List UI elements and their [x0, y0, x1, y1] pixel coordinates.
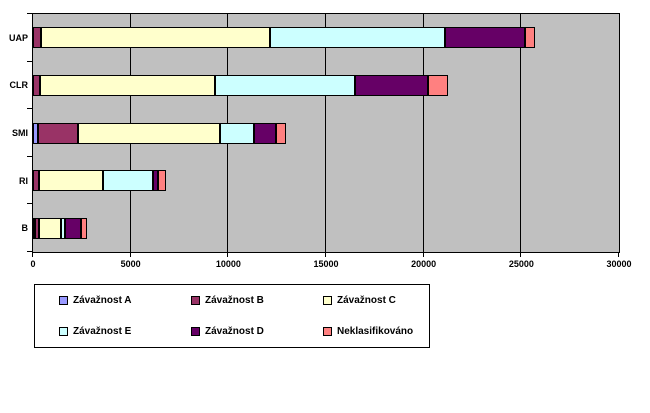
- x-tick-mark: [325, 253, 326, 257]
- bar-segment: [38, 122, 78, 144]
- bar-segment: [35, 217, 39, 239]
- x-tick-label: 30000: [606, 259, 632, 269]
- bar-segment: [153, 170, 158, 192]
- x-tick-label: 0: [30, 259, 36, 269]
- legend-item: Závažnost A: [59, 295, 191, 306]
- bar-row-clr: [33, 74, 448, 96]
- y-tick-mark: [27, 13, 32, 14]
- legend-swatch: [191, 327, 200, 336]
- legend-swatch: [59, 327, 68, 336]
- legend-item: Závažnost B: [191, 295, 323, 306]
- bar-segment: [61, 217, 65, 239]
- x-tick-mark: [520, 253, 521, 257]
- x-tick-label: 5000: [120, 259, 141, 269]
- bar-segment: [254, 122, 276, 144]
- x-tick-mark: [618, 253, 619, 257]
- y-axis-label: RI: [19, 175, 28, 186]
- bar-segment: [33, 74, 40, 96]
- legend-swatch: [323, 327, 332, 336]
- bar-segment: [40, 74, 215, 96]
- bar-segment: [39, 217, 61, 239]
- bar-segment: [103, 170, 153, 192]
- bar-segment: [33, 27, 41, 49]
- x-tick-mark: [32, 253, 33, 257]
- bar-segment: [158, 170, 166, 192]
- legend-item: Závažnost C: [323, 295, 429, 306]
- bar-segment: [33, 170, 39, 192]
- bar-row-ri: [33, 170, 166, 192]
- bar-segment: [220, 122, 254, 144]
- legend-label: Závažnost E: [73, 326, 132, 337]
- y-axis-label: B: [21, 223, 29, 234]
- bar-segment: [33, 217, 35, 239]
- bar-segment: [33, 122, 38, 144]
- bar-segment: [65, 217, 81, 239]
- legend-label: Závažnost D: [205, 326, 264, 337]
- x-tick-mark: [423, 253, 424, 257]
- plot-area: [32, 13, 620, 253]
- legend-swatch: [59, 296, 68, 305]
- legend-label: Neklasifikováno: [337, 326, 414, 337]
- bar-row-smi: [33, 122, 286, 144]
- x-tick-mark: [227, 253, 228, 257]
- bar-segment: [81, 217, 87, 239]
- legend-swatch: [323, 296, 332, 305]
- y-tick-mark: [27, 156, 32, 157]
- gridline: [422, 14, 424, 252]
- bar-segment: [270, 27, 445, 49]
- bar-row-uap: [33, 27, 535, 49]
- legend-item: Závažnost D: [191, 326, 323, 337]
- legend: Závažnost A Závažnost B Závažnost C Záva…: [34, 284, 430, 348]
- y-tick-mark: [27, 203, 32, 204]
- bar-segment: [445, 27, 525, 49]
- legend-label: Závažnost A: [73, 295, 132, 306]
- bar-segment: [78, 122, 220, 144]
- bar-row-b: [33, 217, 87, 239]
- bar-segment: [41, 27, 270, 49]
- legend-label: Závažnost C: [337, 295, 396, 306]
- bar-segment: [525, 27, 535, 49]
- y-tick-mark: [27, 61, 32, 62]
- legend-item: Neklasifikováno: [323, 326, 429, 337]
- x-tick-label: 25000: [508, 259, 534, 269]
- x-tick-label: 10000: [215, 259, 241, 269]
- bar-segment: [276, 122, 286, 144]
- bar-segment: [215, 74, 355, 96]
- bar-segment: [428, 74, 448, 96]
- gridline: [325, 14, 326, 252]
- legend-label: Závažnost B: [205, 295, 264, 306]
- x-tick-label: 15000: [313, 259, 339, 269]
- y-axis-label: CLR: [9, 80, 29, 91]
- gridline: [520, 14, 522, 252]
- y-axis-label: SMI: [11, 128, 28, 138]
- legend-item: Závažnost E: [59, 326, 191, 337]
- y-tick-mark: [27, 251, 32, 252]
- x-tick-label: 20000: [411, 259, 437, 269]
- bar-segment: [355, 74, 428, 96]
- bar-segment: [39, 170, 103, 192]
- x-tick-mark: [130, 253, 131, 257]
- y-axis-label: UAP: [8, 32, 28, 43]
- legend-swatch: [191, 296, 200, 305]
- y-tick-mark: [27, 108, 32, 109]
